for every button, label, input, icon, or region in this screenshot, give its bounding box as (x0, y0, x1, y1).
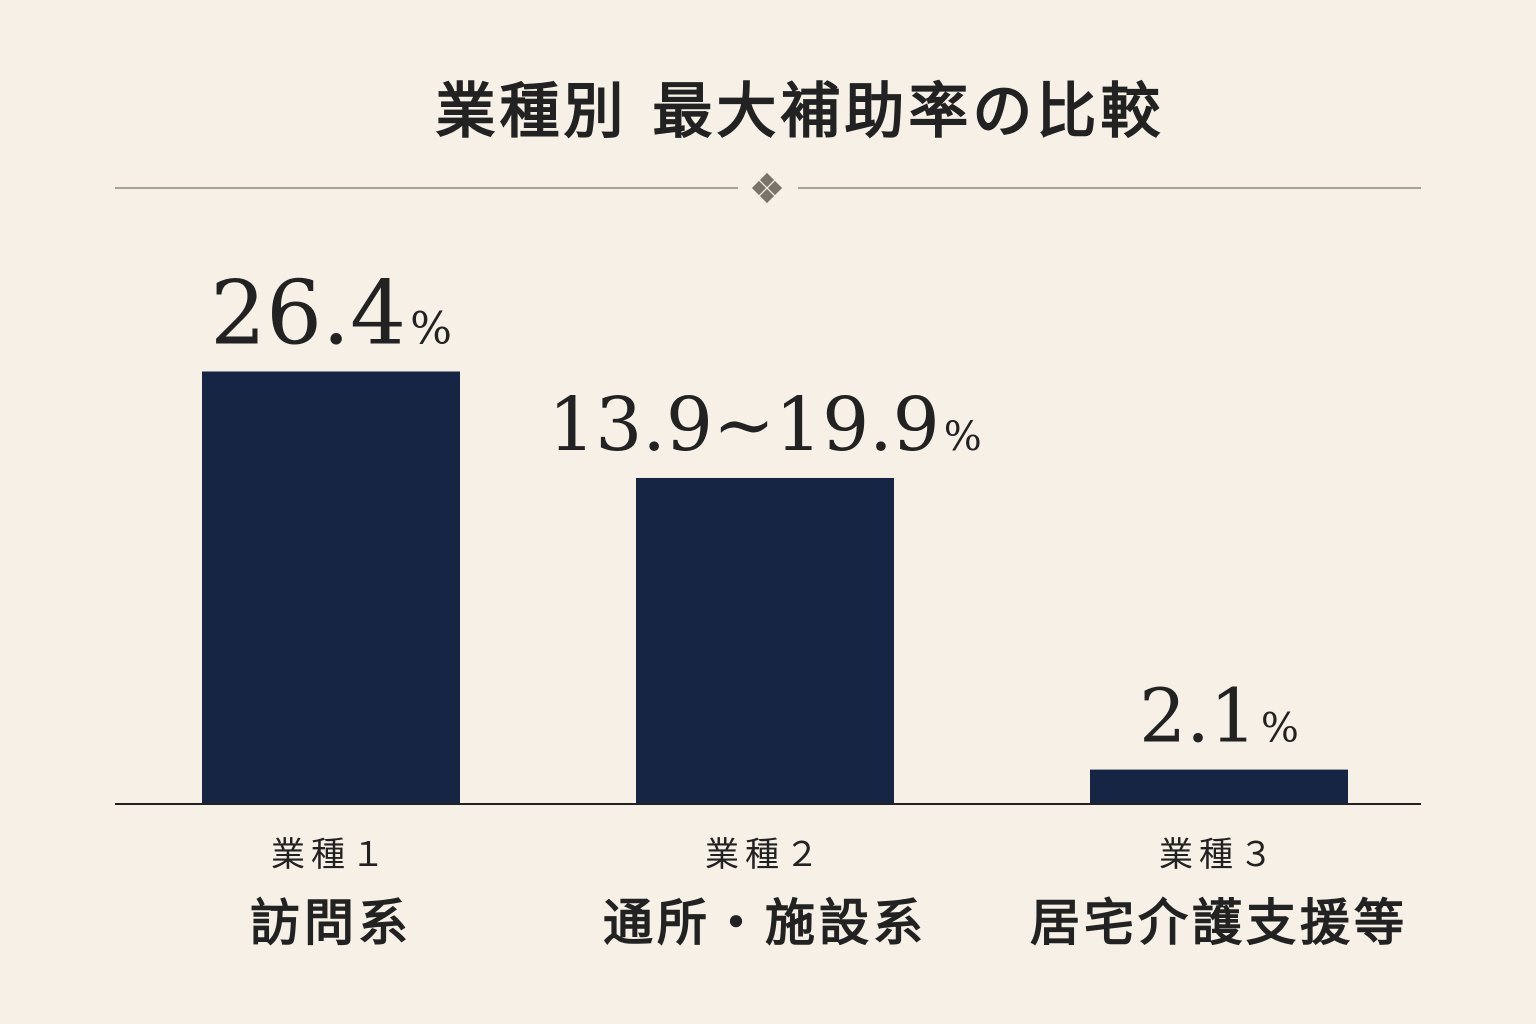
value-number-3: 2.1 (1139, 674, 1257, 760)
category-labels: 業種１ 訪問系 業種２ 通所・施設系 業種３ 居宅介護支援等 (250, 835, 1408, 952)
bar-1 (202, 371, 460, 804)
value-number-2: 13.9~19.9 (548, 382, 940, 468)
bars (202, 371, 1348, 804)
value-unit-2: % (944, 414, 982, 460)
value-labels: 26.4%13.9~19.9 %2.1% (210, 261, 1299, 759)
category-code-1: 業種１ (271, 835, 391, 875)
category-name-1: 訪問系 (250, 893, 412, 952)
value-unit-1: % (410, 303, 452, 354)
bar-3 (1090, 769, 1348, 804)
value-label-2: 13.9~19.9% (548, 382, 982, 468)
value-label-3: 2.1% (1139, 674, 1299, 760)
chart-title: 業種別 最大補助率の比較 (436, 77, 1165, 147)
category-name-3: 居宅介護支援等 (1030, 893, 1408, 952)
category-name-2: 通所・施設系 (603, 893, 927, 952)
value-label-1: 26.4% (210, 261, 452, 364)
category-code-3: 業種３ (1159, 835, 1279, 875)
category-code-2: 業種２ (705, 835, 825, 875)
value-number-1: 26.4 (210, 261, 406, 364)
diamond-ornament-icon (751, 172, 783, 204)
bar-2 (636, 477, 894, 804)
value-unit-3: % (1261, 706, 1299, 752)
